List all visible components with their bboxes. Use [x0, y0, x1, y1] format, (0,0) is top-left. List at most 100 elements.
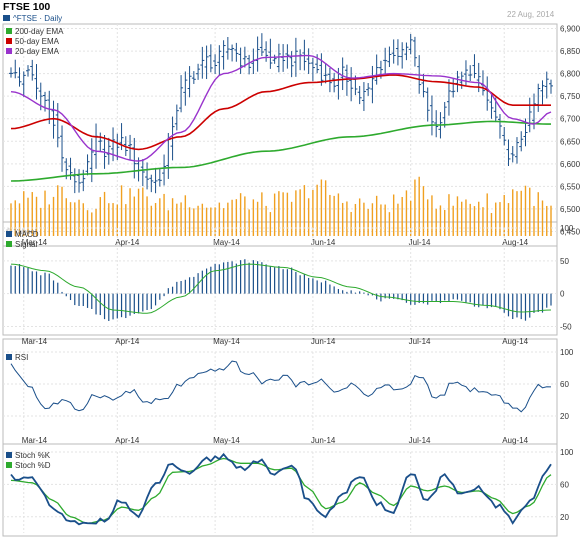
volume-bar — [197, 205, 199, 236]
price-y-axis: 6,450 6,500 6,550 6,600 6,650 6,700 6,750 6,800… — [560, 25, 581, 237]
ohlc-bar — [510, 146, 515, 163]
volume-bar — [222, 208, 225, 236]
x-tick-label: Jul-14 — [409, 337, 431, 346]
volume-bar — [358, 198, 361, 236]
volume-bar — [512, 189, 514, 236]
ohlc-bar — [162, 154, 167, 186]
macd-histogram — [10, 259, 552, 321]
volume-bar — [239, 193, 242, 236]
ohlc-bar — [68, 157, 73, 180]
volume-bar — [150, 205, 153, 236]
x-tick-label: Jul-14 — [409, 436, 431, 445]
volume-bar — [256, 201, 259, 236]
volume-bar — [461, 201, 463, 236]
volume-bar — [252, 199, 255, 236]
ohlc-bar — [247, 54, 252, 75]
ohlc-bar — [268, 38, 273, 69]
y-tick-label: 6,450 — [560, 227, 581, 236]
volume-bar — [125, 204, 127, 236]
y-tick-label: 6,650 — [560, 137, 581, 146]
x-tick-label: Jul-14 — [409, 238, 431, 247]
volume-bar — [65, 198, 67, 236]
ohlc-bar — [395, 39, 400, 66]
volume-bar — [282, 192, 284, 236]
ohlc-bar — [157, 168, 162, 187]
volume-bar — [409, 200, 412, 236]
volume-bar — [431, 195, 433, 236]
volume-bar — [384, 204, 386, 236]
ohlc-bar — [425, 87, 430, 122]
volume-bar — [269, 212, 272, 236]
volume-bar — [116, 204, 118, 236]
volume-bar — [295, 190, 297, 236]
ohlc-bar — [221, 40, 226, 70]
ohlc-bar — [145, 162, 150, 190]
y-tick-label: 100 — [560, 224, 574, 233]
ohlc-bar — [242, 46, 247, 68]
ohlc-bar — [153, 167, 158, 194]
volume-bar — [354, 203, 357, 236]
legend-swatch — [6, 48, 12, 54]
ohlc-bar — [497, 114, 502, 139]
macd-y-axis: -50 0 50 100 — [560, 224, 574, 331]
y-tick-label: 50 — [560, 257, 569, 266]
volume-bar — [214, 207, 216, 236]
volume-bar — [452, 205, 454, 236]
ohlc-bar — [60, 125, 65, 172]
ohlc-bar — [404, 42, 409, 61]
volume-bar — [405, 190, 408, 236]
volume-bar — [341, 202, 344, 236]
legend-swatch — [6, 38, 12, 44]
macd-frame — [2, 221, 558, 336]
ohlc-bar — [132, 137, 137, 179]
price-grid — [3, 24, 557, 236]
volume-bar — [74, 202, 76, 236]
ohlc-bar — [55, 103, 60, 148]
volume-bar — [350, 211, 352, 236]
volume-bar — [397, 203, 399, 236]
volume-bar — [490, 212, 493, 236]
volume-bar — [550, 205, 552, 236]
volume-bar — [44, 190, 46, 236]
price-x-axis: Mar-14 Apr-14 May-14 Jun-14 Jul-14 Aug-14 — [22, 238, 529, 247]
volume-bar — [129, 188, 131, 236]
ohlc-bar — [442, 101, 447, 128]
ohlc-bar — [234, 42, 239, 62]
x-tick-label: Jun-14 — [311, 337, 336, 346]
ohlc-bar — [255, 36, 260, 72]
legend-swatch — [6, 241, 12, 247]
ohlc-bar — [281, 44, 286, 72]
ohlc-bar — [187, 66, 192, 98]
ohlc-bar — [264, 41, 269, 62]
ohlc-bar — [34, 64, 39, 100]
volume-bar — [312, 189, 314, 236]
rsi-legend: RSI — [6, 353, 28, 362]
volume-bar — [57, 185, 59, 236]
volume-bar — [99, 197, 101, 236]
volume-bar — [142, 187, 144, 236]
volume-bar — [469, 203, 471, 236]
ohlc-bar — [468, 65, 473, 82]
ohlc-bar — [208, 44, 213, 73]
ohlc-bar — [344, 64, 349, 96]
ohlc-bar — [446, 79, 451, 116]
volume-bar — [163, 193, 165, 236]
volume-bar — [23, 191, 25, 236]
signal-line — [10, 263, 552, 314]
legend-label: Stoch %K — [15, 451, 51, 460]
y-tick-label: 6,900 — [560, 25, 581, 34]
rsi-line — [10, 360, 552, 413]
rsi-x-axis: Mar-14 Apr-14 May-14 Jun-14 Jul-14 Aug-14 — [22, 436, 529, 445]
ohlc-bar — [276, 43, 281, 73]
ohlc-bar — [400, 42, 405, 69]
y-tick-label: 60 — [560, 380, 569, 389]
volume-bar — [303, 185, 306, 236]
volume-bar — [448, 194, 450, 236]
ohlc-bar — [272, 54, 277, 64]
ohlc-bar — [149, 174, 154, 193]
macd-grid — [3, 227, 557, 333]
volume-bar — [333, 195, 335, 236]
ohlc-bar — [213, 54, 218, 75]
